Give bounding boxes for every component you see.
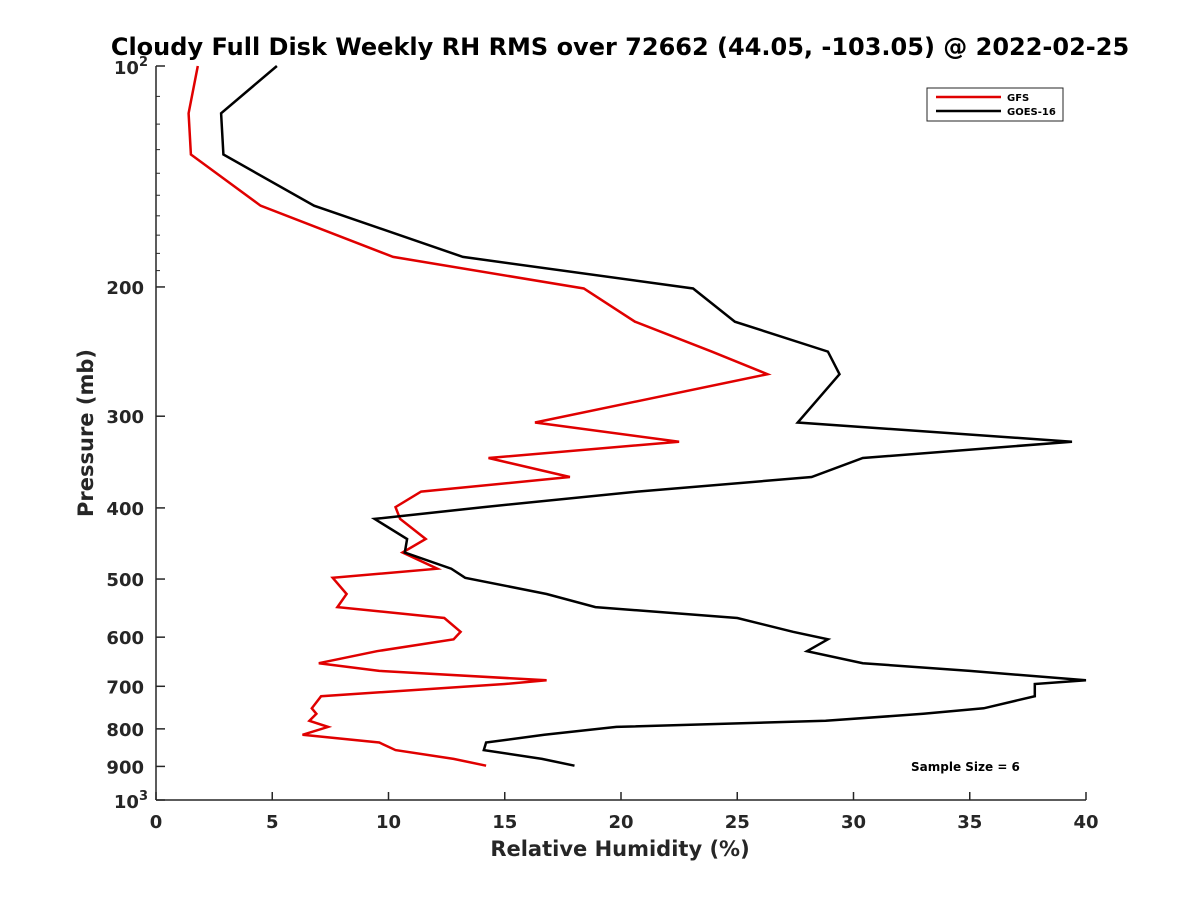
y-axis-label: Pressure (mb) [74,349,98,517]
y-tick-label: 900 [106,757,144,778]
x-tick-label: 20 [608,812,633,833]
x-tick-label: 10 [376,812,401,833]
sample-size-annotation: Sample Size = 6 [911,760,1020,774]
x-tick-label: 0 [150,812,163,833]
series-layer [187,65,1087,767]
x-axis-ticks: 0 5 10 15 20 25 30 35 40 [150,792,1099,833]
x-tick-label: 25 [725,812,750,833]
y-axis-ticks: 102 200 300 400 500 600 700 800 900 103 [106,55,165,813]
chart-title: Cloudy Full Disk Weekly RH RMS over 7266… [111,33,1129,61]
y-tick-label: 103 [114,789,148,813]
legend-label-gfs: GFS [1007,93,1029,104]
legend-label-goes16: GOES-16 [1007,107,1056,118]
x-tick-label: 15 [492,812,517,833]
series-line-gfs [187,65,772,767]
y-tick-label: 200 [106,278,144,299]
legend-box [926,87,1064,122]
y-tick-label: 400 [106,499,144,520]
series-line-goes16 [219,65,1087,767]
y-tick-label: 500 [106,570,144,591]
y-tick-label: 600 [106,628,144,649]
x-tick-label: 40 [1073,812,1098,833]
y-tick-label: 700 [106,677,144,698]
x-tick-label: 35 [957,812,982,833]
x-tick-label: 30 [841,812,866,833]
y-tick-label: 800 [106,720,144,741]
legend: GFS GOES-16 [926,87,1064,122]
x-tick-label: 5 [266,812,279,833]
x-axis-label: Relative Humidity (%) [490,837,749,861]
y-tick-label: 102 [114,55,148,79]
y-tick-label: 300 [106,407,144,428]
